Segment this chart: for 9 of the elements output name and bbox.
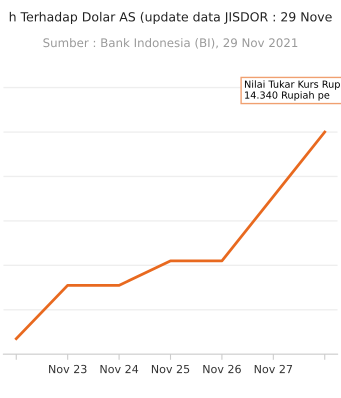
x-tick-label: Nov 26 [203, 364, 241, 374]
x-tick-label: Nov 24 [100, 364, 138, 374]
x-tick-label: Nov 23 [49, 364, 86, 374]
text: Nilai Tukar Kurs Rup [244, 80, 340, 90]
x-tick-label: Nov 27 [254, 364, 292, 374]
x-tick-label: Nov 25 [152, 364, 190, 374]
chart-subtitle: Sumber : Bank Indonesia (BI), 29 Nov 2021 [43, 38, 298, 49]
chart-title: h Terhadap Dolar AS (update data JISDOR : 29 Nove [10, 12, 332, 24]
text: 14.340 Rupiah pe [245, 91, 330, 101]
